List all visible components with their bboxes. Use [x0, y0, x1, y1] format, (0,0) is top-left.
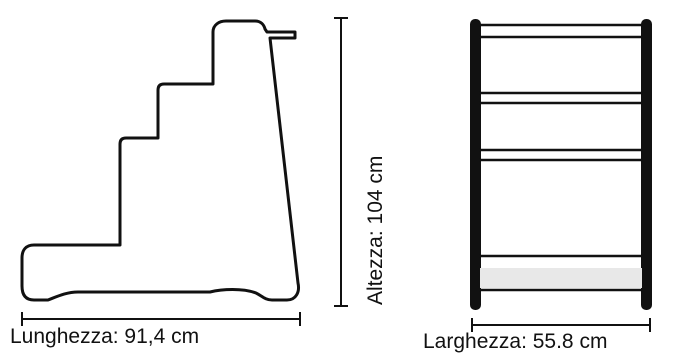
width-dimension [471, 318, 651, 332]
front-base [479, 254, 643, 292]
front-right-rail [641, 19, 652, 310]
length-label: Lunghezza: 91,4 cm [10, 325, 200, 348]
front-step-3 [479, 148, 643, 162]
width-label: Larghezza: 55.8 cm [423, 330, 608, 353]
height-dimension [334, 17, 348, 307]
steps-side-view-outline [20, 19, 300, 302]
length-dimension [21, 312, 301, 326]
front-step-1 [479, 23, 643, 39]
front-step-2 [479, 91, 643, 105]
steps-front-view [470, 19, 652, 310]
height-label: Altezza: 104 cm [364, 155, 387, 305]
front-left-rail [470, 19, 481, 310]
